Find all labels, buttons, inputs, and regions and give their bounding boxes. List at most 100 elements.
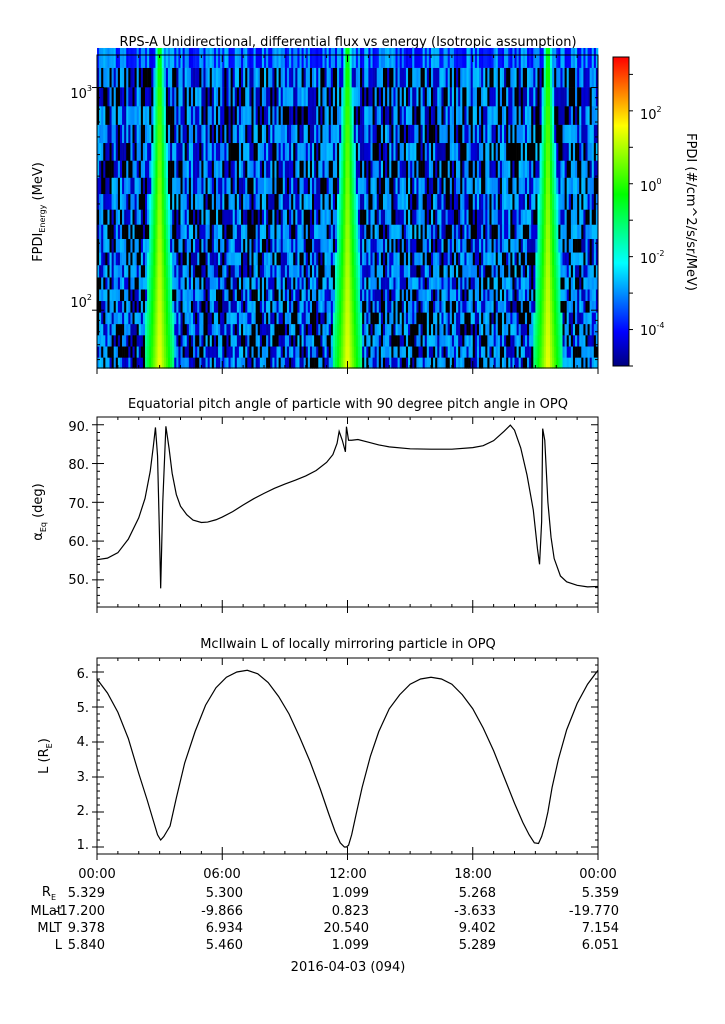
spectrogram-cell [397, 106, 400, 125]
spectrogram-cell [524, 289, 528, 302]
spectrogram-cell [276, 177, 279, 195]
spectrogram-cell [253, 346, 256, 358]
spectrogram-cell [564, 252, 567, 266]
spectrogram-cell [589, 277, 593, 290]
spectrogram-cell [286, 357, 290, 369]
spectrogram-cell [495, 357, 499, 369]
spectrogram-cell [591, 160, 595, 178]
spectrogram-cell [447, 193, 451, 210]
spectrogram-cell [253, 357, 256, 369]
spectrogram-cell [238, 277, 242, 290]
spectrogram-cell [531, 252, 534, 266]
spectrogram-cell [182, 67, 185, 88]
spectrogram-cell [207, 209, 211, 225]
spectrogram-cell [568, 357, 572, 369]
spectrogram-cell [272, 357, 275, 369]
spectrogram-cell [163, 124, 167, 144]
spectrogram-cell [303, 335, 307, 347]
spectrogram-cell [451, 124, 455, 144]
spectrogram-cell [157, 193, 160, 210]
spectrogram-cell [476, 335, 480, 347]
spectrogram-cell [215, 264, 219, 278]
spectrogram-cell [468, 177, 471, 195]
spectrogram-cell [524, 106, 528, 125]
spectrogram-cell [207, 177, 211, 195]
spectrogram-cell [399, 106, 403, 125]
spectrogram-cell [157, 224, 160, 239]
spectrogram-cell [589, 160, 593, 178]
spectrogram-cell [245, 323, 248, 336]
spectrogram-cell [568, 238, 572, 253]
spectrogram-cell [165, 238, 169, 253]
spectrogram-cell [330, 264, 334, 278]
spectrogram-cell [405, 277, 409, 290]
spectrogram-cell [549, 106, 553, 125]
spectrogram-cell [481, 87, 484, 107]
spectrogram-cell [301, 124, 304, 144]
spectrogram-cell [130, 289, 133, 302]
spectrogram-cell [312, 252, 315, 266]
spectrogram-cell [105, 300, 108, 313]
spectrogram-cell [466, 357, 469, 369]
spectrogram-cell [577, 252, 580, 266]
spectrogram-cell [159, 160, 163, 178]
spectrogram-cell [464, 252, 467, 266]
spectrogram-cell [460, 142, 463, 161]
spectrogram-cell [289, 177, 292, 195]
spectrogram-cell [220, 142, 223, 161]
spectrogram-cell [531, 312, 534, 325]
spectrogram-cell [266, 177, 269, 195]
spectrogram-cell [372, 252, 375, 266]
spectrogram-cell [330, 323, 334, 336]
spectrogram-cell [218, 193, 221, 210]
spectrogram-cell [408, 323, 411, 336]
spectrogram-cell [524, 335, 528, 347]
spectrogram-cell [564, 289, 567, 302]
spectrogram-cell [497, 289, 501, 302]
spectrogram-cell [182, 335, 185, 347]
spectrogram-cell [399, 160, 403, 178]
spectrogram-cell [190, 160, 194, 178]
spectrogram-cell [193, 289, 196, 302]
spectrogram-cell [393, 335, 396, 347]
spectrogram-cell [552, 160, 555, 178]
spectrogram-cell [255, 87, 259, 107]
spectrogram-cell [382, 252, 386, 266]
spectrogram-cell [422, 357, 426, 369]
spectrogram-cell [218, 357, 221, 369]
spectrogram-cell [533, 209, 536, 225]
spectrogram-cell [182, 277, 185, 290]
spectrogram-cell [180, 142, 183, 161]
spectrogram-cell [447, 209, 451, 225]
spectrogram-cell [218, 177, 221, 195]
spectrogram-cell [232, 177, 236, 195]
spectrogram-cell [595, 312, 599, 325]
spectrogram-cell [264, 193, 267, 210]
spectrogram-cell [203, 124, 206, 144]
spectrogram-cell [101, 277, 104, 290]
spectrogram-cell [99, 300, 102, 313]
spectrogram-cell [437, 323, 440, 336]
spectrogram-cell [520, 238, 524, 253]
spectrogram-cell [238, 106, 242, 125]
spectrogram-cell [389, 193, 392, 210]
spectrogram-cell [255, 193, 259, 210]
spectrogram-cell [243, 300, 246, 313]
spectrogram-cell [387, 323, 390, 336]
spectrogram-cell [391, 357, 394, 369]
spectrogram-cell [531, 87, 534, 107]
spectrogram-cell [587, 142, 590, 161]
spectrogram-cell [266, 142, 269, 161]
spectrogram-cell [414, 124, 417, 144]
spectrogram-cell [570, 124, 574, 144]
spectrogram-cell [163, 335, 167, 347]
spectrogram-cell [247, 357, 250, 369]
spectrogram-cell [472, 160, 476, 178]
spectrogram-cell [261, 312, 265, 325]
spectrogram-cell [552, 323, 555, 336]
spectrogram-cell [264, 142, 267, 161]
spectrogram-cell [464, 160, 467, 178]
spectrogram-cell [589, 142, 593, 161]
spectrogram-cell [190, 252, 194, 266]
spectrogram-cell [579, 335, 582, 347]
